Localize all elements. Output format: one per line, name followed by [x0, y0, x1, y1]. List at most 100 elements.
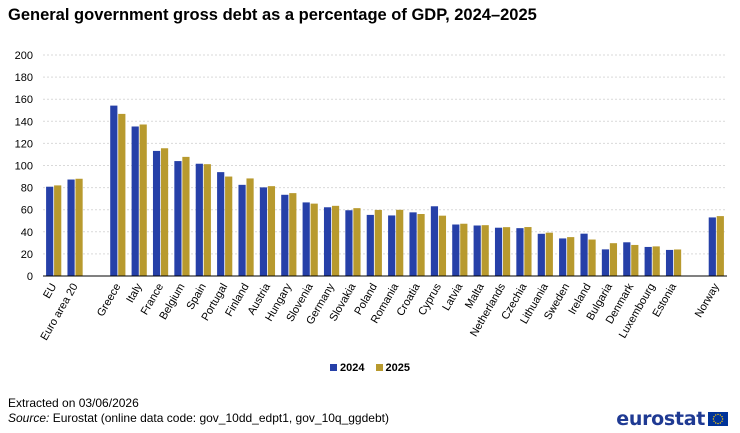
bar-sweden-2024 — [559, 238, 567, 276]
bar-ireland-2025 — [588, 239, 596, 276]
bar-estonia-2025 — [673, 249, 682, 276]
y-tick-label-20: 20 — [21, 249, 33, 261]
bar-ireland-2024 — [580, 233, 588, 276]
flag-star — [719, 414, 721, 416]
bar-eu-2025 — [54, 185, 62, 276]
bar-greece-2025 — [118, 113, 126, 276]
bar-france-2024 — [152, 150, 161, 276]
flag-star — [715, 422, 717, 424]
bar-slovenia-2025 — [310, 203, 318, 276]
bar-euro-area-20-2025 — [75, 178, 83, 276]
y-tick-label-40: 40 — [21, 227, 33, 239]
bars — [46, 105, 724, 276]
source-text: Eurostat (online data code: gov_10dd_edp… — [49, 411, 389, 425]
bar-netherlands-2024 — [494, 227, 503, 276]
y-tick-label-200: 200 — [15, 50, 33, 62]
bar-bulgaria-2024 — [601, 249, 610, 276]
bar-italy-2024 — [131, 126, 139, 276]
bar-malta-2024 — [473, 225, 481, 276]
eurostat-logo: eurostat — [616, 408, 728, 430]
y-tick-label-0: 0 — [27, 271, 33, 283]
bar-norway-2024 — [708, 217, 716, 276]
bar-italy-2025 — [139, 124, 147, 276]
bar-euro-area-20-2024 — [67, 179, 75, 276]
bar-poland-2024 — [366, 214, 374, 276]
bar-luxembourg-2024 — [644, 246, 652, 276]
bar-cyprus-2024 — [430, 206, 439, 276]
flag-star — [713, 416, 715, 418]
bar-bulgaria-2025 — [609, 243, 618, 276]
bar-sweden-2025 — [567, 237, 575, 276]
legend-item-2024: 2024 — [329, 362, 365, 374]
bar-netherlands-2025 — [502, 227, 511, 276]
eurostat-logo-text: eurostat — [616, 408, 705, 430]
bar-czechia-2025 — [524, 227, 532, 276]
bar-spain-2025 — [203, 164, 211, 276]
bar-germany-2024 — [323, 207, 332, 276]
y-tick-label-180: 180 — [15, 72, 33, 84]
bar-lithuania-2024 — [537, 233, 545, 276]
x-tick-label-latvia: Latvia — [440, 281, 466, 313]
bar-belgium-2025 — [182, 156, 190, 276]
bar-norway-2025 — [716, 216, 724, 276]
flag-star — [713, 420, 715, 422]
source-note: Source: Eurostat (online data code: gov_… — [8, 411, 389, 425]
bar-spain-2024 — [195, 163, 203, 276]
bar-denmark-2025 — [631, 244, 639, 276]
legend-label-2024: 2024 — [339, 362, 365, 374]
flag-star — [721, 416, 723, 418]
legend-swatch-2025 — [375, 364, 383, 371]
bar-latvia-2025 — [460, 223, 468, 276]
bar-slovakia-2025 — [353, 208, 361, 276]
bar-austria-2024 — [259, 187, 268, 276]
bar-eu-2024 — [46, 186, 54, 276]
x-tick-label-eu: EU — [41, 281, 59, 300]
bar-cyprus-2025 — [438, 215, 447, 276]
bar-slovenia-2024 — [302, 202, 310, 276]
bar-finland-2024 — [238, 184, 246, 276]
flag-star — [715, 414, 717, 416]
y-tick-label-120: 120 — [15, 138, 33, 150]
y-tick-label-80: 80 — [21, 183, 33, 195]
bar-romania-2024 — [388, 215, 396, 276]
bar-slovakia-2024 — [345, 210, 353, 276]
bar-france-2025 — [160, 148, 169, 276]
legend-label-2025: 2025 — [385, 362, 411, 374]
legend-item-2025: 2025 — [375, 362, 411, 374]
bar-lithuania-2025 — [545, 232, 553, 276]
bar-greece-2024 — [110, 105, 118, 276]
bar-malta-2025 — [481, 225, 489, 276]
legend-swatch-2024 — [329, 364, 337, 371]
y-tick-label-140: 140 — [15, 116, 33, 128]
bar-latvia-2024 — [452, 224, 460, 276]
source-label: Source: — [8, 411, 50, 425]
bar-romania-2025 — [396, 209, 404, 276]
bar-hungary-2024 — [281, 194, 289, 276]
bar-belgium-2024 — [174, 161, 182, 276]
y-tick-label-60: 60 — [21, 205, 33, 217]
flag-star — [721, 420, 723, 422]
bar-portugal-2024 — [217, 172, 225, 276]
bar-croatia-2025 — [417, 214, 425, 276]
bar-hungary-2025 — [289, 193, 297, 276]
extraction-date: Extracted on 03/06/2026 — [8, 396, 139, 410]
flag-star — [717, 413, 719, 416]
eu-flag-icon — [708, 412, 728, 426]
flag-star — [719, 422, 721, 424]
flag-star — [712, 418, 715, 420]
legend: 2024 2025 — [0, 362, 740, 374]
bar-portugal-2025 — [225, 176, 233, 276]
bar-austria-2025 — [267, 186, 276, 276]
grid-lines — [43, 54, 727, 255]
x-tick-label-greece: Greece — [95, 282, 123, 319]
bar-germany-2025 — [331, 205, 340, 276]
bar-czechia-2024 — [516, 228, 524, 276]
chart-title: General government gross debt as a perce… — [8, 6, 537, 24]
bar-croatia-2024 — [409, 212, 417, 276]
flag-star — [721, 418, 724, 420]
flag-star — [717, 422, 719, 425]
y-tick-label-100: 100 — [15, 161, 33, 173]
y-tick-label-160: 160 — [15, 94, 33, 106]
x-tick-label-norway: Norway — [693, 281, 722, 320]
